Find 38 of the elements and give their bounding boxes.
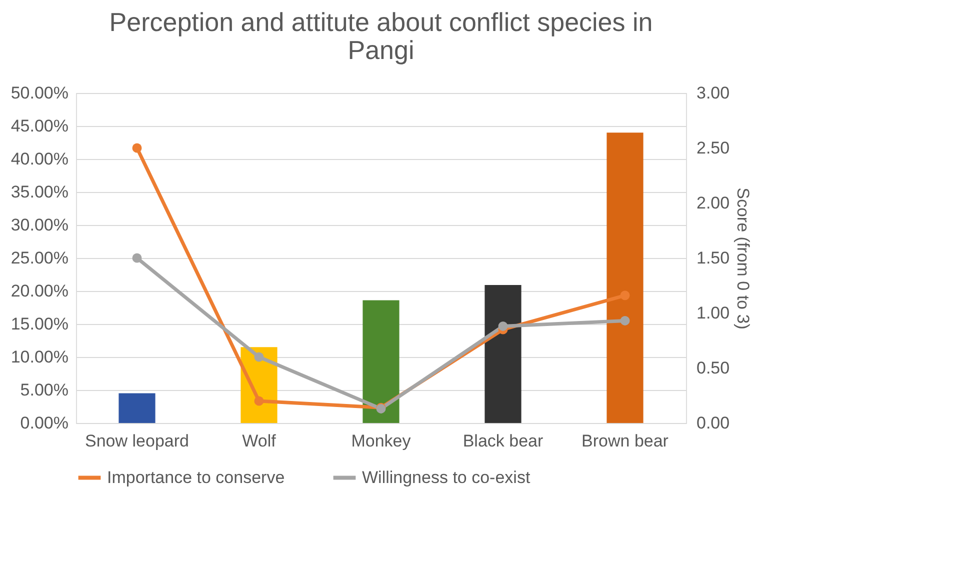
bar [606,132,644,423]
point [254,396,264,406]
point [498,321,508,331]
y2-tick-label: 0.50 [696,358,730,378]
y-tick-label: 0.00% [20,414,68,432]
y-tick-label: 25.00% [10,248,68,268]
y-tick-label: 5.00% [20,380,68,400]
chart-title: Perception and attitute about conflict species in Pangi [109,7,653,65]
y-tick-label: 20.00% [10,282,68,300]
y2-tick-label: 0.00 [696,414,730,432]
y2-tick-label: 1.50 [696,248,730,268]
x-tick-label: Monkey [351,432,412,450]
point [132,253,142,263]
y2-tick-label: 1.00 [696,304,730,322]
y-tick-label: 10.00% [10,348,68,366]
bar [362,300,400,423]
y2-tick-label: 2.50 [696,138,730,158]
x-tick-label: Black bear [462,432,544,450]
y2-tick-label: 3.00 [696,84,730,102]
y-tick-label: 45.00% [10,116,68,136]
y2-axis-title: Score (from 0 to 3) [734,188,753,330]
y-tick-label: 50.00% [10,84,68,102]
y-tick-label: 30.00% [10,216,68,234]
x-tick-label: Wolf [242,432,276,450]
y-tick-label: 15.00% [10,314,68,334]
x-tick-label: Snow leopard [85,432,189,450]
x-tick-label: Brown bear [582,432,669,450]
y2-tick-label: 2.00 [696,194,730,212]
y-tick-label: 35.00% [10,182,68,202]
y-tick-label: 40.00% [10,150,68,168]
legend-label: Importance to conserve [107,468,285,487]
bar [118,393,156,423]
bar [484,285,522,423]
point [620,316,630,326]
point [254,352,264,362]
point [132,143,142,153]
legend-label: Willingness to co-exist [362,468,530,487]
point [620,290,630,300]
